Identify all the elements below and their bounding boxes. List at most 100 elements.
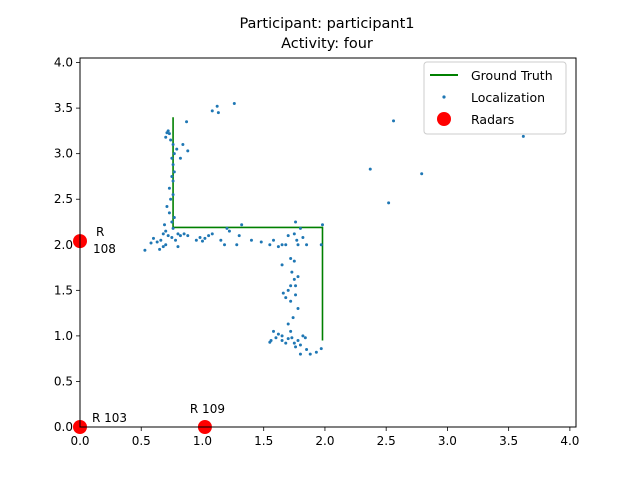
- legend: Ground Truth Localization Radars: [423, 61, 567, 135]
- legend-ground-truth-label: Ground Truth: [471, 68, 553, 83]
- localization-point: [272, 329, 276, 333]
- localization-point: [143, 248, 147, 252]
- x-tick-label: 0.5: [132, 434, 151, 448]
- localization-point: [319, 347, 323, 351]
- localization-point: [159, 238, 163, 242]
- localization-point: [170, 156, 174, 160]
- localization-point: [301, 334, 305, 338]
- y-tick-label: 2.5: [54, 192, 73, 206]
- localization-point: [276, 245, 280, 249]
- localization-point: [268, 243, 272, 247]
- y-tick-label: 0.0: [54, 420, 73, 434]
- localization-point: [170, 235, 174, 239]
- localization-point: [166, 129, 170, 133]
- localization-point: [185, 120, 189, 124]
- localization-point: [274, 336, 278, 340]
- localization-point: [210, 109, 214, 113]
- y-tick-label: 1.5: [54, 283, 73, 297]
- localization-point: [167, 211, 171, 215]
- localization-point: [207, 234, 211, 238]
- localization-point: [284, 341, 288, 345]
- localization-point: [294, 293, 298, 297]
- localization-point: [178, 234, 182, 238]
- legend-radars-label: Radars: [471, 112, 514, 127]
- localization-point: [176, 245, 180, 249]
- localization-point: [305, 243, 309, 247]
- legend-box: [423, 61, 567, 135]
- localization-point: [169, 197, 173, 201]
- localization-point: [392, 119, 396, 123]
- y-tick-label: 0.5: [54, 374, 73, 388]
- y-tick-label: 3.0: [54, 147, 73, 161]
- localization-point: [171, 179, 175, 183]
- y-tick-label: 1.0: [54, 329, 73, 343]
- localization-point: [301, 235, 305, 239]
- axes-frame: [79, 57, 577, 428]
- radar-label-line2: 108: [93, 242, 116, 256]
- localization-point: [175, 147, 179, 151]
- localization-point: [280, 263, 284, 267]
- localization-point: [178, 156, 182, 160]
- localization-point: [289, 256, 293, 260]
- localization-point: [286, 322, 290, 326]
- legend-localization-marker: [442, 95, 446, 99]
- localization-point: [280, 243, 284, 247]
- localization-point: [296, 338, 300, 342]
- localization-point: [294, 345, 298, 349]
- localization-point: [149, 241, 153, 245]
- localization-point: [215, 104, 219, 108]
- localization-point: [164, 135, 168, 139]
- localization-point: [298, 352, 302, 356]
- localization-point: [165, 205, 169, 209]
- localization-point: [284, 296, 288, 300]
- localization-point: [210, 232, 214, 236]
- localization-point: [237, 234, 241, 238]
- localization-point: [292, 232, 296, 236]
- localization-point: [420, 172, 424, 176]
- localization-point: [320, 223, 324, 227]
- localization-point: [314, 350, 318, 354]
- localization-point: [296, 275, 300, 279]
- x-tick-label: 1.0: [193, 434, 212, 448]
- localization-point: [290, 270, 294, 274]
- localization-point: [294, 284, 298, 288]
- legend-radars-marker: [437, 112, 451, 126]
- localization-point: [166, 234, 170, 238]
- localization-point: [164, 229, 168, 233]
- x-tick-label: 0.0: [70, 434, 89, 448]
- localization-point: [292, 259, 296, 263]
- localization-point: [295, 238, 299, 242]
- localization-point: [172, 170, 176, 174]
- x-tick-label: 3.0: [438, 434, 457, 448]
- localization-point: [227, 229, 231, 233]
- y-tick-label: 4.0: [54, 56, 73, 70]
- localization-point: [289, 284, 293, 288]
- localization-point: [286, 337, 290, 341]
- x-tick-label: 2.0: [315, 434, 334, 448]
- localization-point: [240, 223, 244, 227]
- localization-point: [291, 316, 295, 320]
- localization-point: [172, 152, 176, 156]
- localization-point: [521, 134, 525, 138]
- localization-point: [182, 232, 186, 236]
- localization-point: [203, 236, 207, 240]
- localization-point: [172, 215, 176, 219]
- localization-point: [186, 234, 190, 238]
- localization-point: [171, 226, 175, 230]
- localization-point: [276, 332, 280, 336]
- localization-point: [286, 234, 290, 238]
- localization-point: [294, 220, 298, 224]
- x-tick-label: 3.5: [499, 434, 518, 448]
- x-tick-label: 4.0: [560, 434, 579, 448]
- legend-localization-label: Localization: [471, 90, 545, 105]
- localization-point: [235, 243, 239, 247]
- y-tick-label: 2.0: [54, 238, 73, 252]
- localization-point: [170, 174, 174, 178]
- localization-point: [289, 329, 293, 333]
- radar-label: R: [96, 225, 104, 239]
- chart-title-activity: Activity: four: [281, 36, 373, 52]
- localization-point: [176, 232, 180, 236]
- localization-point: [292, 277, 296, 281]
- localization-point: [223, 243, 227, 247]
